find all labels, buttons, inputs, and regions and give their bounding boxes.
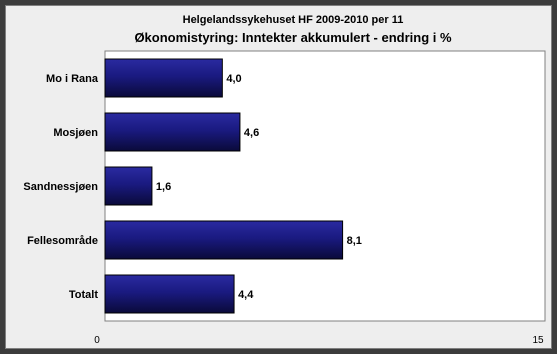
bar <box>104 166 153 206</box>
data-label: 4,4 <box>238 289 254 301</box>
category-label: Mo i Rana <box>46 73 99 85</box>
data-label: 4,6 <box>244 127 259 139</box>
bar <box>104 220 344 260</box>
bar <box>104 274 235 314</box>
bar <box>104 58 223 98</box>
data-label: 1,6 <box>156 181 171 193</box>
bar <box>104 112 241 152</box>
data-label: 8,1 <box>347 235 362 247</box>
x-tick-label-max: 15 <box>532 335 544 346</box>
bar-chart: Helgelandssykehuset HF 2009-2010 per 11 … <box>23 14 546 346</box>
data-label: 4,0 <box>226 73 241 85</box>
chart-subtitle: Økonomistyring: Inntekter akkumulert - e… <box>134 30 452 45</box>
category-label: Sandnessjøen <box>23 181 98 193</box>
category-label: Fellesområde <box>27 235 98 247</box>
x-tick-label-min: 0 <box>94 335 100 346</box>
category-label: Totalt <box>69 289 98 301</box>
chart-frame: Helgelandssykehuset HF 2009-2010 per 11 … <box>5 5 552 349</box>
category-label: Mosjøen <box>53 127 98 139</box>
chart-title: Helgelandssykehuset HF 2009-2010 per 11 <box>183 14 404 26</box>
